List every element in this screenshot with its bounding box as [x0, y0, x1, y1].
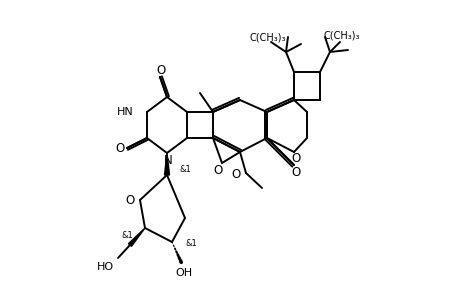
Text: O: O	[157, 64, 166, 77]
Text: &1: &1	[186, 239, 198, 249]
Text: OH: OH	[176, 268, 193, 278]
Text: O: O	[292, 165, 301, 178]
Text: O: O	[292, 152, 301, 165]
Text: N: N	[164, 154, 172, 168]
Text: &1: &1	[180, 165, 192, 175]
Text: O: O	[115, 143, 125, 156]
Text: &1: &1	[121, 230, 133, 239]
Text: HN: HN	[117, 107, 134, 117]
Text: C(CH₃)₃: C(CH₃)₃	[324, 31, 360, 41]
Polygon shape	[165, 153, 170, 175]
Text: HO: HO	[97, 262, 114, 272]
Text: O: O	[126, 195, 135, 208]
Text: O: O	[213, 165, 223, 178]
Text: C(CH₃)₃: C(CH₃)₃	[250, 33, 286, 43]
Text: O: O	[232, 168, 241, 181]
Polygon shape	[129, 228, 145, 246]
